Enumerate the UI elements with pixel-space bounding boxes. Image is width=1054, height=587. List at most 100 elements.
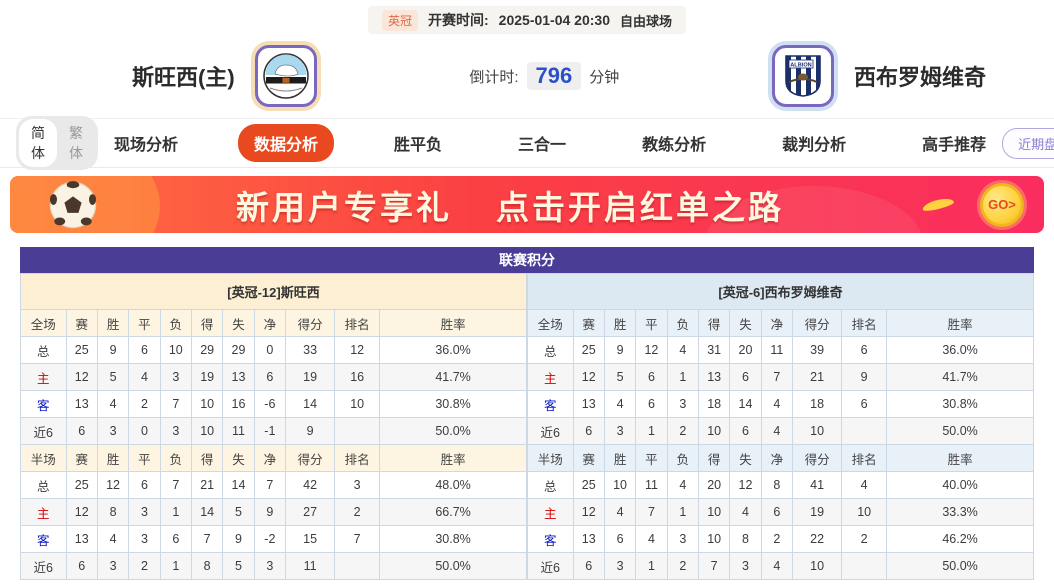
stat-cell: 48.0% — [379, 471, 527, 499]
nav-tab-裁判分析[interactable]: 裁判分析 — [782, 137, 847, 154]
column-header-cell: 胜率 — [379, 309, 527, 337]
stat-cell: 8 — [729, 525, 762, 553]
stat-cell: 29 — [222, 336, 255, 364]
stat-cell: 5 — [96, 363, 130, 391]
stat-cell: 40.0% — [886, 471, 1034, 499]
stat-cell: 3 — [334, 471, 381, 499]
stat-cell: 20 — [697, 471, 731, 499]
promo-banner[interactable]: 新用户专享礼 点击开启红单之路 GO> — [10, 176, 1044, 233]
stat-cell: 2 — [666, 552, 699, 580]
stat-cell: 13 — [65, 525, 98, 553]
recent-odds-button[interactable]: 近期盘路 — [1002, 127, 1054, 159]
stat-cell: 6 — [572, 417, 605, 445]
stat-cell: 1 — [666, 363, 699, 391]
stat-cell: 10 — [190, 390, 224, 418]
away-team-name: 西布罗姆维奇 — [853, 65, 986, 90]
standings-table-home: [英冠-12]斯旺西 全场赛胜平负得失净得分 排名 胜率总 25 9 6 10 29 29 0 33 1… — [20, 273, 527, 580]
stat-cell: 13 — [572, 525, 605, 553]
stat-cell: 50.0% — [379, 552, 527, 580]
away-standings-table-wrap: [英冠-6]西布罗姆维奇 全场赛胜平负得失净得分 排名 胜率总 25 9 12 4 31 20 11… — [527, 273, 1034, 580]
stat-cell: 0 — [128, 417, 161, 445]
row-label: 主 — [20, 498, 67, 526]
stat-cell: 19 — [792, 498, 843, 526]
stat-cell: 4 — [760, 390, 794, 418]
row-label: 客 — [527, 525, 574, 553]
columns-header-row: 半场赛胜平负得失净得分 排名 胜率 — [20, 444, 527, 472]
column-header-cell: 胜 — [603, 444, 637, 472]
stat-cell: 21 — [792, 363, 843, 391]
column-header-cell: 负 — [159, 444, 192, 472]
column-header-cell: 全场 — [20, 309, 67, 337]
stat-cell: -6 — [253, 390, 287, 418]
swan-crest-icon — [262, 53, 309, 99]
stat-cell: 41.7% — [379, 363, 527, 391]
table-row: 主 12 5 6 1 13 6 7 21 9 41.7% — [527, 363, 1034, 391]
stat-cell: 66.7% — [379, 498, 527, 526]
match-header: 斯旺西(主) 倒计时: 796 分钟 — [0, 34, 1054, 118]
home-standings-table-wrap: [英冠-12]斯旺西 全场赛胜平负得失净得分 排名 胜率总 25 9 6 10 29 29 0 33 1… — [20, 273, 527, 580]
stat-cell: 4 — [128, 363, 161, 391]
countdown-value: 796 — [526, 62, 582, 90]
countdown-unit: 分钟 — [589, 68, 620, 86]
stat-cell: 41.7% — [886, 363, 1034, 391]
stat-cell: 9 — [841, 363, 888, 391]
lang-toggle: 简体 繁体 — [16, 116, 98, 170]
stat-cell: 16 — [334, 363, 381, 391]
nav-tab-数据分析[interactable]: 数据分析 — [238, 124, 335, 162]
stat-cell: 10 — [190, 417, 224, 445]
stat-cell: 4 — [729, 498, 762, 526]
stat-cell: 10 — [792, 417, 843, 445]
column-header-cell: 净 — [253, 444, 287, 472]
stat-cell: 16 — [222, 390, 255, 418]
stat-cell: 50.0% — [886, 552, 1034, 580]
stat-cell: 2 — [666, 417, 699, 445]
stat-cell: 4 — [96, 390, 130, 418]
table-row: 客 13 4 6 3 18 14 4 18 6 30.8% — [527, 390, 1034, 418]
columns-header-row: 全场赛胜平负得失净得分 排名 胜率 — [527, 309, 1034, 337]
column-header-cell: 胜率 — [886, 444, 1034, 472]
stat-cell: 3 — [159, 363, 192, 391]
stat-cell: 3 — [729, 552, 762, 580]
table-row: 近6 6 3 0 3 10 11 -1 9 50.0% — [20, 417, 527, 445]
column-header-cell: 平 — [128, 309, 161, 337]
stat-cell: 3 — [128, 498, 161, 526]
stat-cell: 10 — [603, 471, 637, 499]
lang-simplified-button[interactable]: 简体 — [19, 119, 57, 167]
table-row: 总 25 9 6 10 29 29 0 33 12 36.0% — [20, 336, 527, 364]
stat-cell: 33 — [285, 336, 336, 364]
lang-traditional-button[interactable]: 繁体 — [69, 125, 83, 161]
nav-tab-高手推荐[interactable]: 高手推荐 — [922, 137, 987, 154]
stat-cell: 7 — [253, 471, 287, 499]
stat-cell: 27 — [285, 498, 336, 526]
column-header-cell: 得分 — [285, 309, 336, 337]
nav-tab-胜平负[interactable]: 胜平负 — [394, 137, 443, 154]
stat-cell: 1 — [666, 498, 699, 526]
table-row: 主 12 8 3 1 14 5 9 27 2 66.7% — [20, 498, 527, 526]
stat-cell: 8 — [760, 471, 794, 499]
column-header-cell: 赛 — [65, 309, 98, 337]
team-section-header-label: [英冠-6]西布罗姆维奇 — [527, 273, 1034, 310]
column-header-cell: 平 — [635, 309, 668, 337]
nav-tab-教练分析[interactable]: 教练分析 — [642, 137, 707, 154]
stat-cell: -1 — [253, 417, 287, 445]
stat-cell: 22 — [792, 525, 843, 553]
stat-cell: 25 — [572, 471, 605, 499]
stat-cell: 13 — [65, 390, 98, 418]
column-header-cell: 全场 — [527, 309, 574, 337]
nav-tab-现场分析[interactable]: 现场分析 — [114, 137, 179, 154]
row-label: 近6 — [20, 417, 67, 445]
stat-cell: 7 — [159, 471, 192, 499]
stat-cell: 11 — [222, 417, 255, 445]
row-label: 总 — [20, 336, 67, 364]
stat-cell: 2 — [128, 552, 161, 580]
stat-cell: 6 — [635, 390, 668, 418]
row-label: 客 — [20, 390, 67, 418]
stat-cell: 7 — [635, 498, 668, 526]
countdown-label: 倒计时: — [469, 68, 519, 86]
stat-cell: 12 — [729, 471, 762, 499]
go-coin-button[interactable]: GO> — [980, 182, 1024, 227]
nav-tab-三合一[interactable]: 三合一 — [518, 137, 567, 154]
soccer-ball-icon — [48, 180, 98, 230]
stat-cell: 6 — [729, 417, 762, 445]
stat-cell: 6 — [128, 336, 161, 364]
